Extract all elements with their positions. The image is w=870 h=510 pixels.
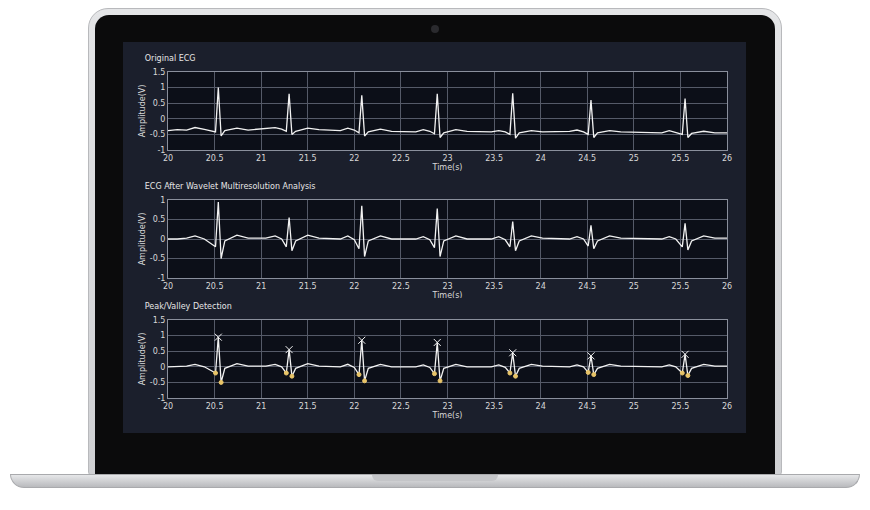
svg-text:24: 24 xyxy=(536,402,546,411)
svg-text:Time(s): Time(s) xyxy=(432,163,463,172)
svg-text:Peak/Valley Detection: Peak/Valley Detection xyxy=(145,302,232,311)
svg-text:-0.5: -0.5 xyxy=(150,254,166,263)
svg-text:Time(s): Time(s) xyxy=(432,291,463,300)
svg-text:23: 23 xyxy=(442,402,452,411)
svg-text:-0.5: -0.5 xyxy=(150,130,166,139)
svg-text:22: 22 xyxy=(349,282,359,291)
svg-text:24.5: 24.5 xyxy=(578,154,596,163)
svg-text:22: 22 xyxy=(349,154,359,163)
svg-text:-0.5: -0.5 xyxy=(150,378,166,387)
svg-text:22.5: 22.5 xyxy=(392,402,410,411)
svg-text:25: 25 xyxy=(629,154,639,163)
svg-text:23: 23 xyxy=(442,282,452,291)
svg-text:Amplitude(V): Amplitude(V) xyxy=(138,85,147,138)
svg-text:0: 0 xyxy=(160,235,165,244)
svg-text:Amplitude(V): Amplitude(V) xyxy=(138,333,147,386)
svg-text:20: 20 xyxy=(163,282,173,291)
svg-text:20: 20 xyxy=(163,154,173,163)
svg-text:26: 26 xyxy=(722,402,732,411)
svg-text:26: 26 xyxy=(722,154,732,163)
svg-text:21: 21 xyxy=(256,154,266,163)
svg-text:23.5: 23.5 xyxy=(485,282,503,291)
svg-text:23.5: 23.5 xyxy=(485,154,503,163)
svg-text:0.5: 0.5 xyxy=(153,215,166,224)
svg-text:-1: -1 xyxy=(157,274,165,283)
svg-text:22.5: 22.5 xyxy=(392,282,410,291)
svg-text:25: 25 xyxy=(629,282,639,291)
svg-text:21.5: 21.5 xyxy=(299,154,317,163)
svg-text:-1: -1 xyxy=(157,394,165,403)
svg-text:21: 21 xyxy=(256,402,266,411)
svg-text:0: 0 xyxy=(160,115,165,124)
svg-text:21: 21 xyxy=(256,282,266,291)
svg-text:1: 1 xyxy=(160,83,165,92)
svg-text:25.5: 25.5 xyxy=(672,154,690,163)
svg-text:0: 0 xyxy=(160,363,165,372)
svg-text:26: 26 xyxy=(722,282,732,291)
svg-text:1.5: 1.5 xyxy=(153,68,166,77)
svg-text:1.5: 1.5 xyxy=(153,316,166,325)
svg-text:1: 1 xyxy=(160,331,165,340)
svg-text:-1: -1 xyxy=(157,146,165,155)
svg-text:0.5: 0.5 xyxy=(153,99,166,108)
svg-text:0.5: 0.5 xyxy=(153,347,166,356)
svg-text:ECG After Wavelet Multiresolut: ECG After Wavelet Multiresolution Analys… xyxy=(145,182,316,191)
svg-text:24: 24 xyxy=(536,154,546,163)
svg-text:25.5: 25.5 xyxy=(672,282,690,291)
svg-text:Original ECG: Original ECG xyxy=(145,54,196,63)
svg-text:22.5: 22.5 xyxy=(392,154,410,163)
svg-text:25: 25 xyxy=(629,402,639,411)
svg-text:23: 23 xyxy=(442,154,452,163)
svg-text:24: 24 xyxy=(536,282,546,291)
svg-text:20.5: 20.5 xyxy=(206,154,224,163)
svg-text:20.5: 20.5 xyxy=(206,402,224,411)
svg-text:21.5: 21.5 xyxy=(299,402,317,411)
svg-text:22: 22 xyxy=(349,402,359,411)
svg-text:Time(s): Time(s) xyxy=(432,411,463,420)
svg-text:25.5: 25.5 xyxy=(672,402,690,411)
svg-text:20: 20 xyxy=(163,402,173,411)
svg-text:1: 1 xyxy=(160,196,165,205)
svg-text:20.5: 20.5 xyxy=(206,282,224,291)
svg-text:24.5: 24.5 xyxy=(578,402,596,411)
svg-text:23.5: 23.5 xyxy=(485,402,503,411)
svg-text:Amplitude(V): Amplitude(V) xyxy=(138,213,147,266)
svg-text:24.5: 24.5 xyxy=(578,282,596,291)
svg-text:21.5: 21.5 xyxy=(299,282,317,291)
